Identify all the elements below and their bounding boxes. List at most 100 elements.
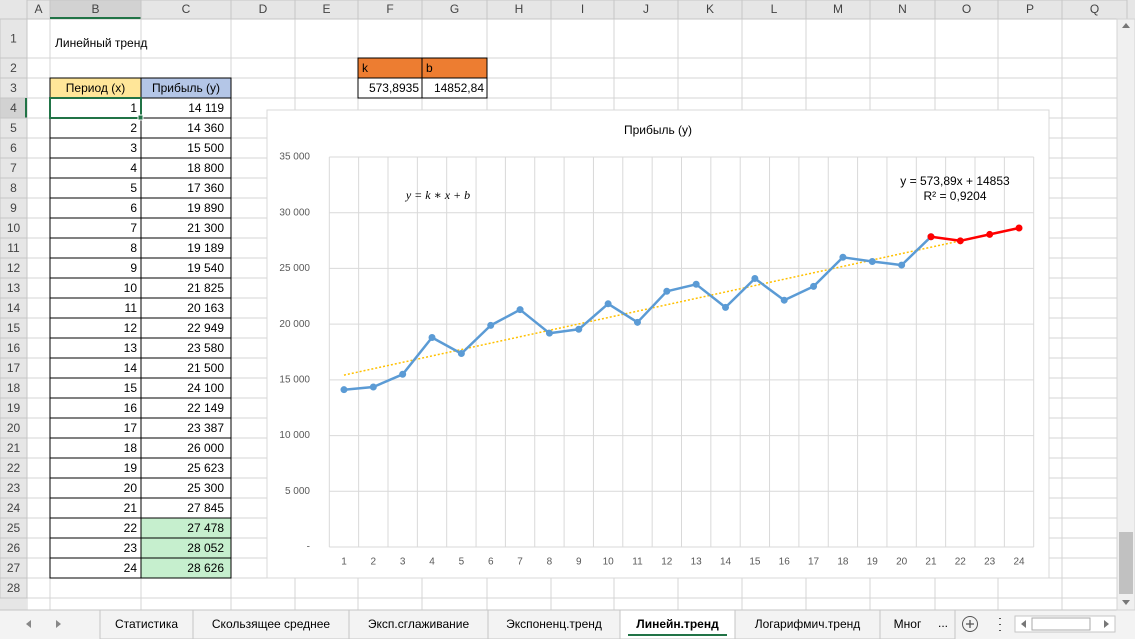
column-letter: E (322, 2, 330, 16)
row-number: 27 (7, 561, 21, 575)
profit-cell: 22 949 (187, 321, 224, 335)
period-cell: 11 (125, 301, 138, 315)
row-number: 23 (7, 481, 21, 495)
row-header (0, 18, 28, 59)
x-tick-label: 19 (867, 557, 879, 568)
x-tick-label: 9 (576, 557, 582, 568)
row-number: 17 (7, 361, 21, 375)
period-cell: 19 (124, 461, 138, 475)
tabs-more[interactable]: ... (938, 616, 948, 630)
column-letter: F (386, 2, 393, 16)
sheet-tab-label[interactable]: Эксп.сглаживание (368, 617, 470, 631)
y-tick-label: 15 000 (279, 374, 310, 385)
sheet-tab-label[interactable]: Скользящее среднее (212, 617, 331, 631)
data-point (633, 318, 641, 326)
profit-cell: 19 189 (187, 241, 224, 255)
v-scroll-up[interactable] (1122, 23, 1130, 28)
series-line (930, 226, 1020, 243)
cell (49, 97, 142, 119)
data-point (516, 306, 524, 314)
x-tick-label: 15 (749, 557, 761, 568)
profit-cell: 28 626 (187, 561, 224, 575)
profit-cell: 23 580 (187, 341, 224, 355)
column-letter: L (771, 2, 778, 16)
v-scroll-down[interactable] (1122, 600, 1130, 605)
h-scroll-thumb[interactable] (1031, 617, 1091, 631)
x-tick-label: 17 (808, 557, 820, 568)
coef-header: b (426, 61, 433, 75)
profit-cell: 15 500 (187, 141, 224, 155)
data-point (487, 321, 495, 329)
row-number: 5 (10, 121, 17, 135)
data-point (604, 300, 612, 308)
v-scroll-thumb[interactable] (1119, 532, 1133, 594)
data-point (545, 329, 553, 337)
x-tick-label: 23 (984, 557, 996, 568)
row-number: 9 (10, 201, 17, 215)
coef-value: 14852,84 (434, 81, 484, 95)
period-cell: 2 (130, 121, 137, 135)
period-cell: 21 (124, 501, 138, 515)
sheet-tab[interactable] (99, 609, 194, 639)
data-point (663, 287, 671, 295)
x-tick-label: 13 (691, 557, 703, 568)
nav-prev[interactable] (26, 620, 31, 628)
column-header (1061, 0, 1128, 20)
profit-cell: 28 052 (187, 541, 224, 555)
sheet-tab-label[interactable]: Логарифмич.тренд (755, 617, 861, 631)
column-letter: Q (1090, 2, 1099, 16)
profit-cell: 25 623 (187, 461, 224, 475)
column-letter: I (581, 2, 584, 16)
y-tick-label: 35 000 (279, 152, 310, 163)
row-number: 4 (10, 101, 17, 115)
sheet-tab-label[interactable]: Статистика (115, 617, 178, 631)
row-number: 16 (7, 341, 21, 355)
x-tick-label: 5 (459, 557, 465, 568)
row-number: 22 (7, 461, 21, 475)
period-cell: 3 (130, 141, 137, 155)
x-tick-label: 8 (547, 557, 553, 568)
row-number: 6 (10, 141, 17, 155)
coef-value: 573,8935 (369, 81, 419, 95)
sheet-tab[interactable] (348, 609, 489, 639)
row-number: 19 (7, 401, 21, 415)
period-cell: 10 (124, 281, 138, 295)
row-number: 8 (10, 181, 17, 195)
profit-cell: 17 360 (187, 181, 224, 195)
y-tick-label: - (307, 542, 310, 553)
sheet-tab[interactable] (192, 609, 350, 639)
v-scrollbar[interactable] (1116, 18, 1135, 611)
row-number: 25 (7, 521, 21, 535)
table-header: Период (x) (66, 81, 125, 95)
row-number: 21 (7, 441, 21, 455)
row-number: 24 (7, 501, 21, 515)
x-tick-label: 22 (955, 557, 967, 568)
row-number: 13 (7, 281, 21, 295)
row-number: 10 (7, 221, 21, 235)
column-letter: H (515, 2, 524, 16)
column-letter: G (450, 2, 459, 16)
profit-cell: 27 845 (187, 501, 224, 515)
h-scroll-left[interactable] (1021, 620, 1026, 628)
sheet-tab[interactable] (879, 609, 956, 639)
cell (49, 137, 142, 159)
x-tick-label: 21 (925, 557, 937, 568)
sheet-tab-label[interactable]: Экспоненц.тренд (506, 617, 602, 631)
add-sheet[interactable] (962, 616, 978, 632)
sheet-tab-label[interactable]: Мног (894, 617, 922, 631)
row-number: 20 (7, 421, 21, 435)
data-point (927, 233, 935, 241)
x-tick-label: 11 (632, 557, 643, 568)
nav-next[interactable] (56, 620, 61, 628)
chart-area (266, 109, 1050, 579)
period-cell: 8 (130, 241, 137, 255)
sheet-tab-label[interactable]: Линейн.тренд (636, 617, 719, 631)
column-letter: A (34, 2, 42, 16)
x-tick-label: 1 (341, 557, 347, 568)
x-tick-label: 3 (400, 557, 406, 568)
cell (49, 257, 142, 279)
data-point (898, 261, 906, 269)
h-scroll-right[interactable] (1104, 620, 1109, 628)
